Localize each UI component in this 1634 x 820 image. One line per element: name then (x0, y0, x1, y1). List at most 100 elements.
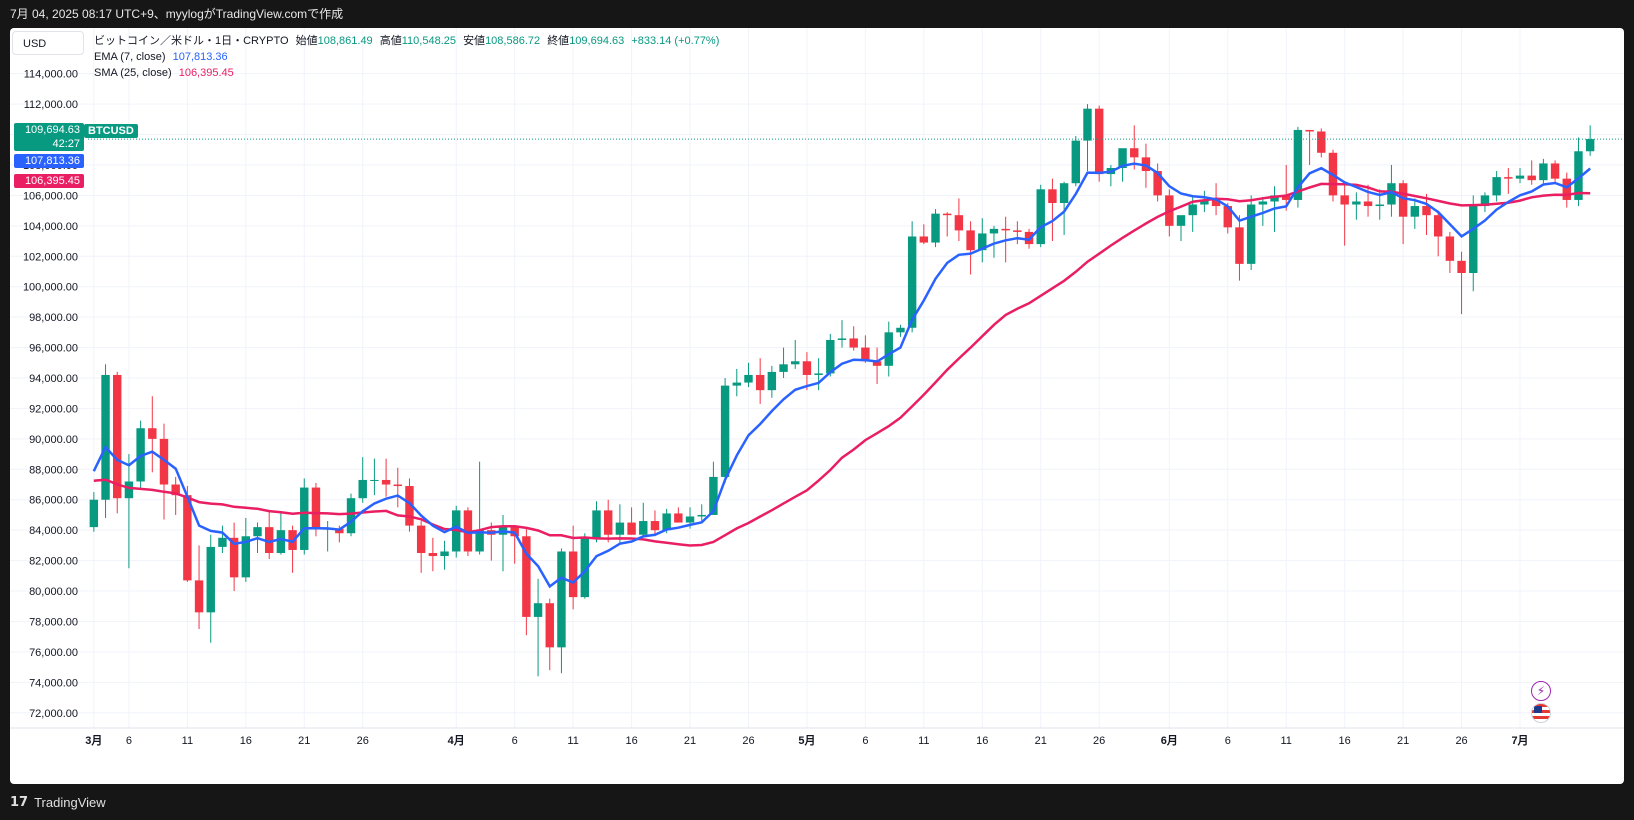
candle-body (522, 536, 531, 617)
legend: ビットコイン／米ドル・1日・CRYPTO 始値108,861.49 高値110,… (94, 33, 723, 81)
candle-body (370, 479, 379, 481)
candle-body (931, 213, 940, 243)
chart-panel[interactable]: 72,000.00 74,000.00 76,000.00 78,000.00 80,0… (10, 28, 1624, 784)
sma-value: 106,395.45 (178, 67, 234, 79)
candle-body (346, 498, 356, 534)
sma-label: SMA (25, close) (94, 67, 172, 79)
x-tick-label: 5月 (798, 734, 815, 747)
legend-sma-row[interactable]: SMA (25, close) 106,395.45 (94, 65, 723, 81)
y-tick-label: 78,000.00 (29, 616, 78, 628)
candle-body (814, 373, 823, 375)
candle-body (311, 487, 321, 529)
candle-body (1059, 183, 1069, 203)
candle-body (148, 428, 157, 439)
x-tick-label: 3月 (85, 734, 102, 747)
symbol-title[interactable]: ビットコイン／米ドル・1日・CRYPTO (94, 35, 289, 47)
open-value: 108,861.49 (317, 35, 373, 47)
candle-body (533, 603, 543, 617)
candle-body (674, 513, 683, 523)
candle-body (405, 486, 414, 526)
candle-body (978, 233, 987, 251)
y-tick-label: 80,000.00 (29, 586, 78, 598)
x-tick-label: 21 (684, 735, 696, 747)
candle-body (1083, 108, 1092, 141)
candle-body (1504, 177, 1513, 179)
candle-body (1118, 148, 1127, 168)
candle-body (1422, 206, 1431, 216)
x-tick-label: 4月 (448, 734, 465, 747)
candle-body (709, 476, 718, 515)
currency-selector[interactable]: USD (12, 31, 84, 55)
candle-body (1469, 206, 1478, 273)
sma-price-badge: 106,395.45 (14, 174, 84, 188)
y-tick-label: 96,000.00 (29, 343, 78, 355)
candle-body (568, 551, 578, 598)
lightning-icon[interactable]: ⚡ (1531, 681, 1551, 701)
candle-body (802, 361, 812, 375)
x-tick-label: 16 (625, 735, 637, 747)
last-price-text: 109,694.63 (24, 124, 80, 136)
candle-body (896, 327, 905, 333)
close-value: 109,694.63 (569, 35, 625, 47)
candle-body (1550, 163, 1560, 179)
candle-body (592, 510, 601, 538)
us-flag-icon[interactable] (1531, 703, 1551, 723)
y-tick-label: 72,000.00 (29, 708, 78, 720)
open-label-text: 始値 (295, 35, 318, 47)
last-price-badge: 109,694.63 42:27 (14, 123, 84, 151)
candle-body (1375, 204, 1384, 207)
candle-body (1480, 195, 1490, 207)
legend-ema-row[interactable]: EMA (7, close) 107,813.36 (94, 49, 723, 65)
price-chart[interactable]: 72,000.00 74,000.00 76,000.00 78,000.00 80,0… (10, 28, 1624, 784)
candle-body (697, 514, 706, 517)
candle-body (475, 530, 484, 552)
candle-body (1562, 178, 1571, 200)
candle-body (627, 522, 636, 535)
tradingview-logo-icon: 𝟭𝟳 (10, 794, 29, 809)
candle-body (1188, 204, 1197, 216)
brand-name: TradingView (34, 794, 106, 810)
candle-body (1153, 171, 1162, 196)
x-tick-label: 6 (862, 735, 868, 747)
candle-body (183, 495, 192, 581)
y-tick-label: 90,000.00 (29, 434, 78, 446)
y-tick-label: 94,000.00 (29, 373, 78, 385)
candle-body (779, 364, 788, 372)
candle-body (335, 528, 344, 534)
candle-body (276, 530, 286, 553)
candle-body (1211, 199, 1221, 207)
candle-body (393, 484, 402, 487)
open-label: 始値108,861.49 (296, 35, 373, 47)
x-tick-label: 11 (918, 735, 929, 747)
x-tick-label: 7月 (1511, 734, 1528, 747)
legend-ohlc-row: ビットコイン／米ドル・1日・CRYPTO 始値108,861.49 高値110,… (94, 33, 723, 49)
candle-body (615, 522, 625, 535)
candle-body (1527, 175, 1536, 181)
candle-body (1270, 195, 1279, 202)
candle-body (1048, 189, 1057, 203)
x-tick-label: 11 (182, 735, 193, 747)
candle-body (1001, 228, 1010, 231)
y-tick-label: 76,000.00 (29, 647, 78, 659)
candle-body (849, 338, 858, 348)
sma-line (93, 182, 1591, 547)
candle-body (264, 527, 274, 553)
high-label: 高値110,548.25 (380, 35, 456, 47)
candle-body (872, 361, 882, 366)
ema-line (92, 162, 1592, 589)
candle-body (826, 339, 835, 374)
x-tick-label: 16 (240, 735, 252, 747)
candle-body (884, 332, 893, 366)
candle-body (1013, 230, 1022, 232)
y-tick-label: 88,000.00 (29, 464, 78, 476)
candle-body (89, 499, 99, 528)
x-tick-label: 6 (512, 735, 518, 747)
candle-body (1293, 129, 1303, 200)
y-tick-label: 104,000.00 (23, 221, 78, 233)
x-tick-label: 6 (1225, 735, 1231, 747)
y-tick-label: 74,000.00 (29, 677, 78, 689)
x-tick-label: 26 (357, 735, 369, 747)
candle-body (1258, 201, 1268, 205)
candle-body (381, 479, 391, 485)
candle-body (171, 484, 180, 496)
